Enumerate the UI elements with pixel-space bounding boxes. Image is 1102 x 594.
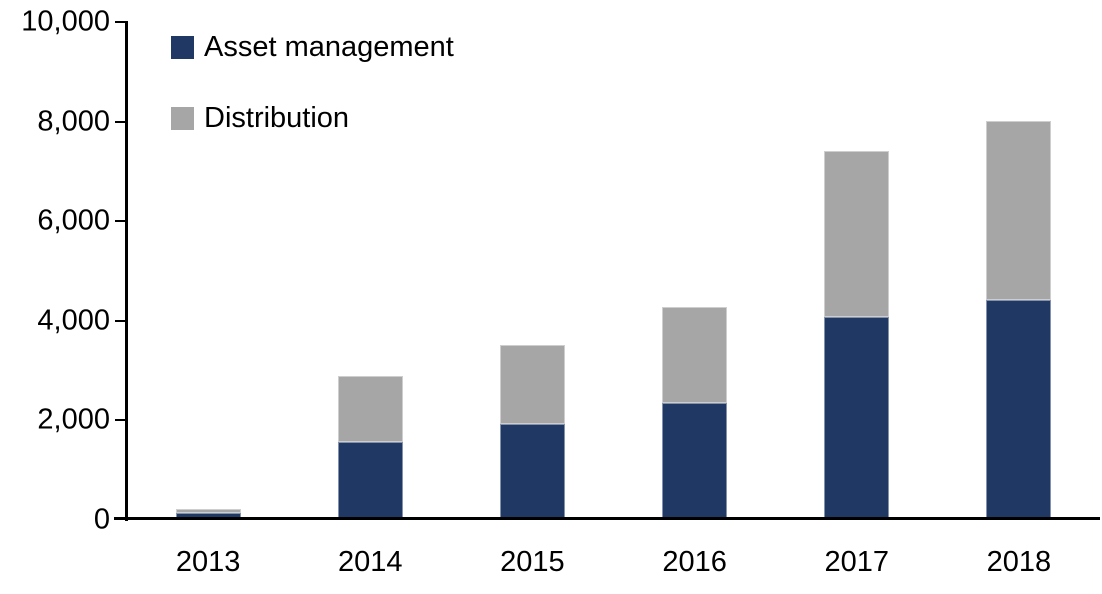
x-axis-line	[114, 517, 1100, 520]
y-axis-tick-6000	[115, 220, 127, 223]
y-axis-label-10000: 10,000	[21, 5, 110, 38]
bar-segment-distribution-2014	[337, 376, 403, 442]
x-axis-label-2014: 2014	[337, 546, 403, 578]
y-axis-line	[125, 21, 128, 521]
bar-segment-asset-management-2017	[824, 317, 890, 519]
bar-segment-distribution-2018	[986, 120, 1052, 300]
bar-segment-asset-management-2016	[662, 403, 728, 519]
y-axis-label-0: 0	[93, 503, 110, 536]
bar-segment-distribution-2015	[499, 344, 565, 425]
legend-label-distribution: Distribution	[204, 102, 350, 134]
x-axis-label-2016: 2016	[662, 546, 727, 578]
y-axis-label-2000: 2,000	[37, 403, 110, 436]
y-axis-label-8000: 8,000	[37, 105, 110, 138]
bar-segment-distribution-2016	[662, 307, 728, 404]
legend-swatch-asset-management	[171, 36, 194, 59]
legend-swatch-distribution	[171, 107, 194, 130]
legend-item-asset-management: Asset management	[171, 31, 454, 64]
bar-segment-asset-management-2018	[986, 299, 1052, 519]
y-axis-label-6000: 6,000	[37, 204, 110, 237]
x-axis-label-2017: 2017	[824, 546, 889, 578]
y-axis-tick-4000	[115, 319, 127, 322]
x-axis-label-2015: 2015	[500, 546, 565, 578]
legend-item-distribution: Distribution	[171, 102, 349, 135]
y-axis-tick-8000	[115, 120, 127, 123]
y-axis-tick-2000	[115, 419, 127, 422]
bar-segment-distribution-2013	[175, 509, 241, 513]
x-axis-label-2018: 2018	[986, 546, 1052, 578]
x-axis-label-2013: 2013	[175, 546, 241, 578]
legend-label-asset-management: Asset management	[204, 31, 454, 63]
bar-segment-asset-management-2014	[337, 441, 403, 519]
y-axis-tick-10000	[115, 21, 127, 23]
y-axis-label-4000: 4,000	[37, 304, 110, 337]
bar-segment-asset-management-2015	[499, 424, 565, 519]
bar-segment-distribution-2017	[824, 151, 890, 318]
